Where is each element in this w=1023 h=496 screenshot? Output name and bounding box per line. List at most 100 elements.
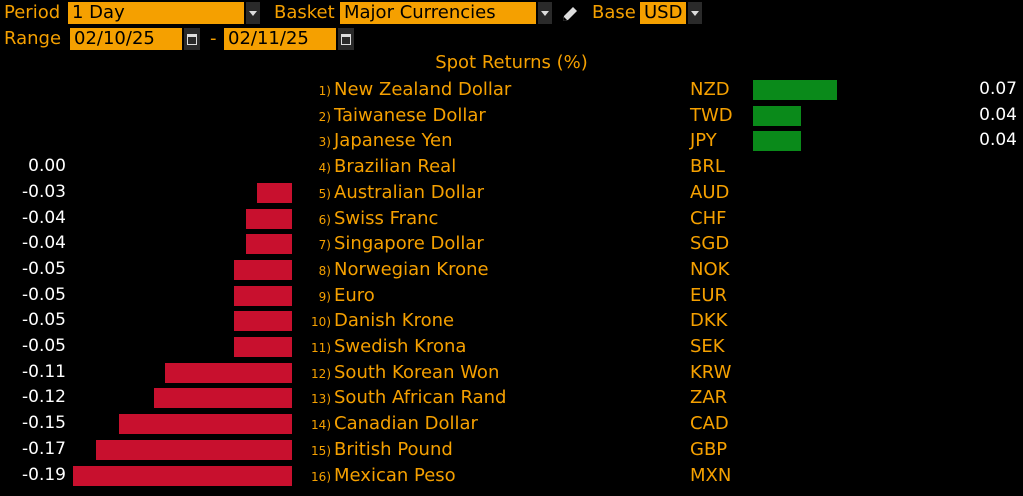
- value-label: -0.05: [22, 258, 66, 279]
- value-label: -0.04: [22, 207, 66, 228]
- value-label: 0.00: [28, 156, 66, 177]
- currency-name[interactable]: Australian Dollar: [334, 181, 485, 203]
- currency-name[interactable]: Euro: [334, 284, 375, 306]
- currency-name[interactable]: South Korean Won: [334, 361, 500, 383]
- table-row[interactable]: 14) Canadian Dollar CAD -0.15: [0, 411, 1023, 437]
- value-label: 0.04: [979, 130, 1017, 151]
- negative-bar: [154, 388, 292, 409]
- basket-label: Basket: [274, 2, 335, 23]
- table-row[interactable]: 4) Brazilian Real BRL 0.00: [0, 154, 1023, 180]
- negative-bar: [96, 439, 292, 460]
- value-label: -0.05: [22, 310, 66, 331]
- table-row[interactable]: 8) Norwegian Krone NOK -0.05: [0, 257, 1023, 283]
- chevron-down-icon[interactable]: [538, 2, 552, 24]
- period-select[interactable]: 1 Day: [68, 2, 244, 24]
- currency-code: GBP: [690, 438, 728, 460]
- rank-label: 11): [311, 341, 331, 355]
- rank-label: 10): [311, 315, 331, 330]
- currency-code: NZD: [690, 79, 730, 100]
- currency-name[interactable]: South African Rand: [334, 387, 507, 409]
- currency-code: KRW: [690, 361, 732, 383]
- currency-name[interactable]: New Zealand Dollar: [334, 79, 512, 100]
- table-row[interactable]: 6) Swiss Franc CHF -0.04: [0, 206, 1023, 232]
- rank-label: 1): [318, 84, 331, 98]
- currency-code: CHF: [690, 207, 727, 229]
- table-row[interactable]: 1) New Zealand Dollar NZD 0.07: [0, 77, 1023, 103]
- table-row[interactable]: 7) Singapore Dollar SGD -0.04: [0, 231, 1023, 257]
- rank-label: 15): [311, 443, 331, 458]
- negative-bar: [165, 362, 292, 383]
- currency-name[interactable]: Mexican Peso: [334, 464, 456, 486]
- currency-code: SEK: [690, 336, 725, 357]
- pencil-icon[interactable]: [560, 4, 580, 24]
- negative-bar: [246, 208, 292, 229]
- rank-label: 12): [311, 366, 331, 381]
- basket-select[interactable]: Major Currencies: [340, 2, 536, 24]
- table-row[interactable]: 10) Danish Krone DKK -0.05: [0, 308, 1023, 334]
- rank-label: 6): [318, 212, 331, 227]
- currency-code: JPY: [690, 130, 717, 152]
- currency-code: MXN: [690, 464, 732, 486]
- negative-bar: [234, 285, 292, 306]
- value-label: 0.07: [979, 79, 1017, 99]
- value-label: -0.15: [22, 413, 66, 434]
- currency-name[interactable]: Japanese Yen: [334, 130, 453, 152]
- range-end-input[interactable]: 02/11/25: [224, 28, 336, 50]
- period-label: Period: [4, 2, 61, 23]
- calendar-icon[interactable]: [184, 28, 200, 50]
- value-label: -0.04: [22, 233, 66, 254]
- currency-name[interactable]: Singapore Dollar: [334, 233, 484, 255]
- table-row[interactable]: 9) Euro EUR -0.05: [0, 283, 1023, 309]
- rank-label: 2): [318, 109, 331, 124]
- base-select[interactable]: USD: [640, 2, 686, 24]
- currency-code: BRL: [690, 156, 725, 178]
- chevron-down-icon[interactable]: [246, 2, 260, 24]
- negative-bar: [73, 465, 292, 486]
- calendar-icon[interactable]: [338, 28, 354, 50]
- table-row[interactable]: 15) British Pound GBP -0.17: [0, 437, 1023, 463]
- currency-name[interactable]: Danish Krone: [334, 310, 455, 332]
- currency-name[interactable]: Norwegian Krone: [334, 258, 489, 280]
- table-row[interactable]: 16) Mexican Peso MXN -0.19: [0, 463, 1023, 489]
- rank-label: 13): [311, 392, 331, 407]
- table-row[interactable]: 5) Australian Dollar AUD -0.03: [0, 180, 1023, 206]
- rank-label: 4): [318, 161, 331, 176]
- currency-name[interactable]: Swedish Krona: [334, 336, 467, 357]
- table-row[interactable]: 2) Taiwanese Dollar TWD 0.04: [0, 103, 1023, 129]
- currency-code: CAD: [690, 413, 729, 435]
- table-row[interactable]: 13) South African Rand ZAR -0.12: [0, 385, 1023, 411]
- currency-code: AUD: [690, 181, 730, 203]
- currency-code: TWD: [690, 104, 733, 126]
- table-row[interactable]: 12) South Korean Won KRW -0.11: [0, 360, 1023, 386]
- positive-bar: [753, 80, 837, 100]
- currency-name[interactable]: Swiss Franc: [334, 207, 439, 229]
- currency-code: ZAR: [690, 387, 728, 409]
- value-label: -0.11: [22, 361, 66, 382]
- range-separator: -: [210, 28, 217, 49]
- positive-bar: [753, 131, 801, 152]
- range-label: Range: [4, 28, 62, 49]
- table-row[interactable]: 11) Swedish Krona SEK -0.05: [0, 334, 1023, 360]
- negative-bar: [257, 182, 292, 203]
- currency-name[interactable]: Brazilian Real: [334, 156, 457, 178]
- rank-label: 3): [318, 135, 331, 150]
- rank-label: 9): [318, 289, 331, 304]
- currency-name[interactable]: British Pound: [334, 438, 453, 460]
- chart-title: Spot Returns (%): [435, 52, 588, 73]
- value-label: -0.05: [22, 284, 66, 305]
- range-start-input[interactable]: 02/10/25: [70, 28, 182, 50]
- table-row[interactable]: 3) Japanese Yen JPY 0.04: [0, 128, 1023, 154]
- value-label: -0.19: [22, 464, 66, 485]
- currency-name[interactable]: Taiwanese Dollar: [334, 104, 486, 126]
- currency-code: EUR: [690, 284, 728, 306]
- value-label: -0.03: [22, 181, 66, 202]
- rank-label: 14): [311, 418, 331, 433]
- chevron-down-icon[interactable]: [688, 2, 702, 24]
- negative-bar: [234, 259, 292, 280]
- currency-code: DKK: [690, 310, 728, 332]
- currency-name[interactable]: Canadian Dollar: [334, 413, 478, 435]
- negative-bar: [234, 337, 292, 357]
- rank-label: 16): [311, 469, 331, 484]
- negative-bar: [119, 414, 292, 435]
- value-label: -0.05: [22, 336, 66, 356]
